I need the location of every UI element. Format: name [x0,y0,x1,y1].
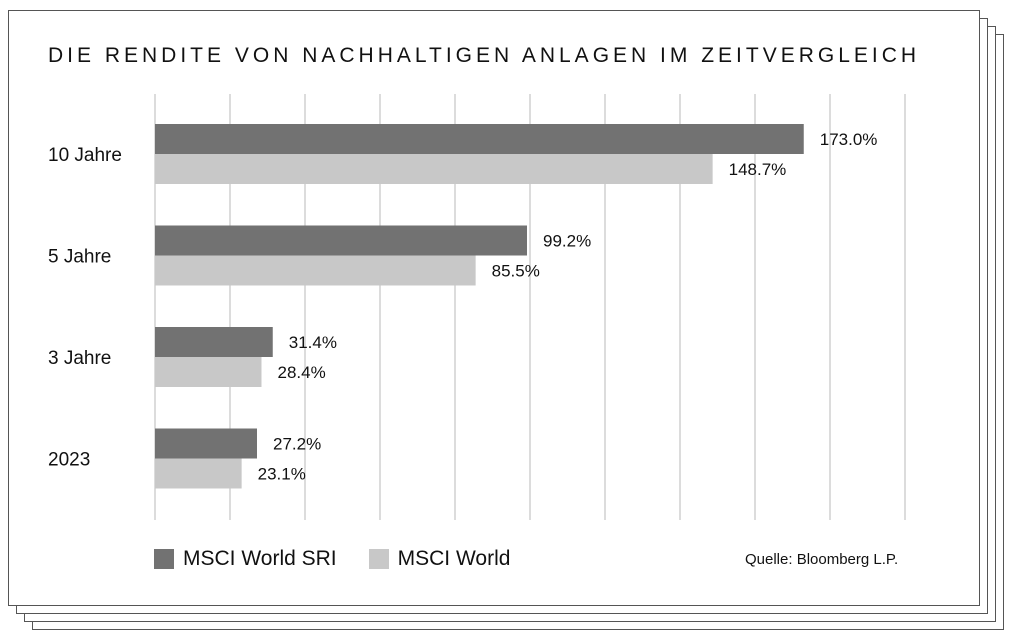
value-label-msci-world-5-jahre: 85.5% [492,262,540,281]
bar-msci-world-sri-10-jahre [155,124,804,154]
bar-msci-world-sri-5-jahre [155,225,527,256]
legend: MSCI World SRI MSCI World [154,547,542,571]
category-label-3-jahre: 3 Jahre [48,348,111,369]
legend-item-world: MSCI World [368,547,511,571]
bar-msci-world-10-jahre [155,154,713,184]
chart-card [8,10,980,606]
legend-swatch-sri [154,549,174,569]
value-label-msci-world-3-jahre: 28.4% [278,363,326,382]
category-label-5-jahre: 5 Jahre [48,247,111,268]
legend-label-world: MSCI World [397,547,511,570]
bars [155,124,804,489]
category-label-2023: 2023 [48,450,90,471]
value-label-msci-world-sri-2023: 27.2% [273,435,321,454]
source-note: Quelle: Bloomberg L.P. [745,551,899,568]
bar-msci-world-sri-2023 [155,428,257,459]
value-label-msci-world-2023: 23.1% [258,465,306,484]
legend-label-sri: MSCI World SRI [183,547,337,570]
chart-title: DIE RENDITE VON NACHHALTIGEN ANLAGEN IM … [48,44,921,67]
value-label-msci-world-10-jahre: 148.7% [729,160,787,179]
legend-swatch-world [368,549,389,569]
category-label-10-jahre: 10 Jahre [48,145,122,166]
value-label-msci-world-sri-5-jahre: 99.2% [543,232,591,251]
bar-msci-world-2023 [155,458,242,489]
legend-item-sri: MSCI World SRI [154,547,337,571]
bar-msci-world-sri-3-jahre [155,327,273,357]
value-label-msci-world-sri-3-jahre: 31.4% [289,333,337,352]
value-label-msci-world-sri-10-jahre: 173.0% [820,130,878,149]
bar-msci-world-3-jahre [155,357,262,387]
labels: 10 Jahre 173.0% 148.7% 5 Jahre 99.2%85.5% 3 J… [48,130,877,484]
bar-msci-world-5-jahre [155,255,476,286]
